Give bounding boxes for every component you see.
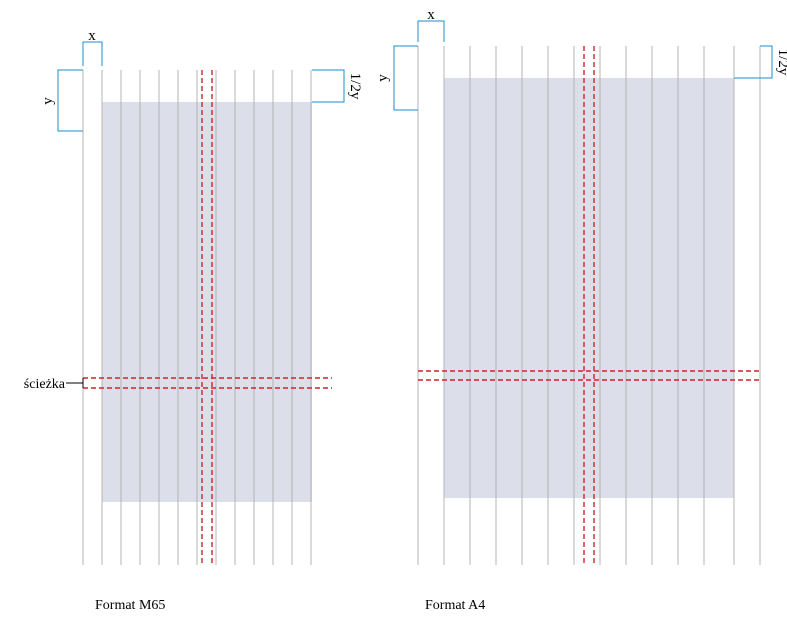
a4-vertical-gutter bbox=[583, 46, 595, 565]
a4-horizontal-gutter bbox=[418, 370, 760, 381]
m65-half-y-label: 1/2y bbox=[347, 73, 363, 100]
m65-x-label: x bbox=[88, 28, 96, 44]
m65-text-area bbox=[102, 102, 312, 502]
a4-text-area bbox=[444, 78, 734, 498]
m65-x-bracket bbox=[82, 41, 103, 66]
m65-vertical-gutter bbox=[201, 70, 213, 565]
a4-half-y-label: 1/2y bbox=[775, 49, 787, 76]
m65-y-label: y bbox=[40, 97, 56, 105]
m65-half-y-bracket bbox=[312, 69, 345, 103]
path-label: ścieżka bbox=[24, 377, 66, 392]
format-m65-caption: Format M65 bbox=[95, 598, 166, 613]
a4-y-bracket bbox=[393, 45, 418, 111]
format-a4-diagram: x y 1/2y bbox=[375, 7, 787, 565]
m65-y-bracket bbox=[57, 69, 83, 132]
a4-x-label: x bbox=[427, 7, 435, 23]
a4-x-bracket bbox=[417, 20, 445, 42]
a4-half-y-bracket bbox=[734, 45, 773, 79]
format-m65-diagram: x y 1/2y ścieżka bbox=[24, 28, 363, 565]
a4-dimension-marks bbox=[393, 20, 773, 111]
a4-column-lines bbox=[417, 46, 761, 565]
a4-y-label: y bbox=[375, 74, 391, 82]
m65-horizontal-gutter bbox=[83, 377, 332, 389]
m65-dimension-marks bbox=[57, 41, 345, 132]
format-a4-caption: Format A4 bbox=[425, 598, 486, 613]
m65-column-lines bbox=[82, 70, 312, 565]
